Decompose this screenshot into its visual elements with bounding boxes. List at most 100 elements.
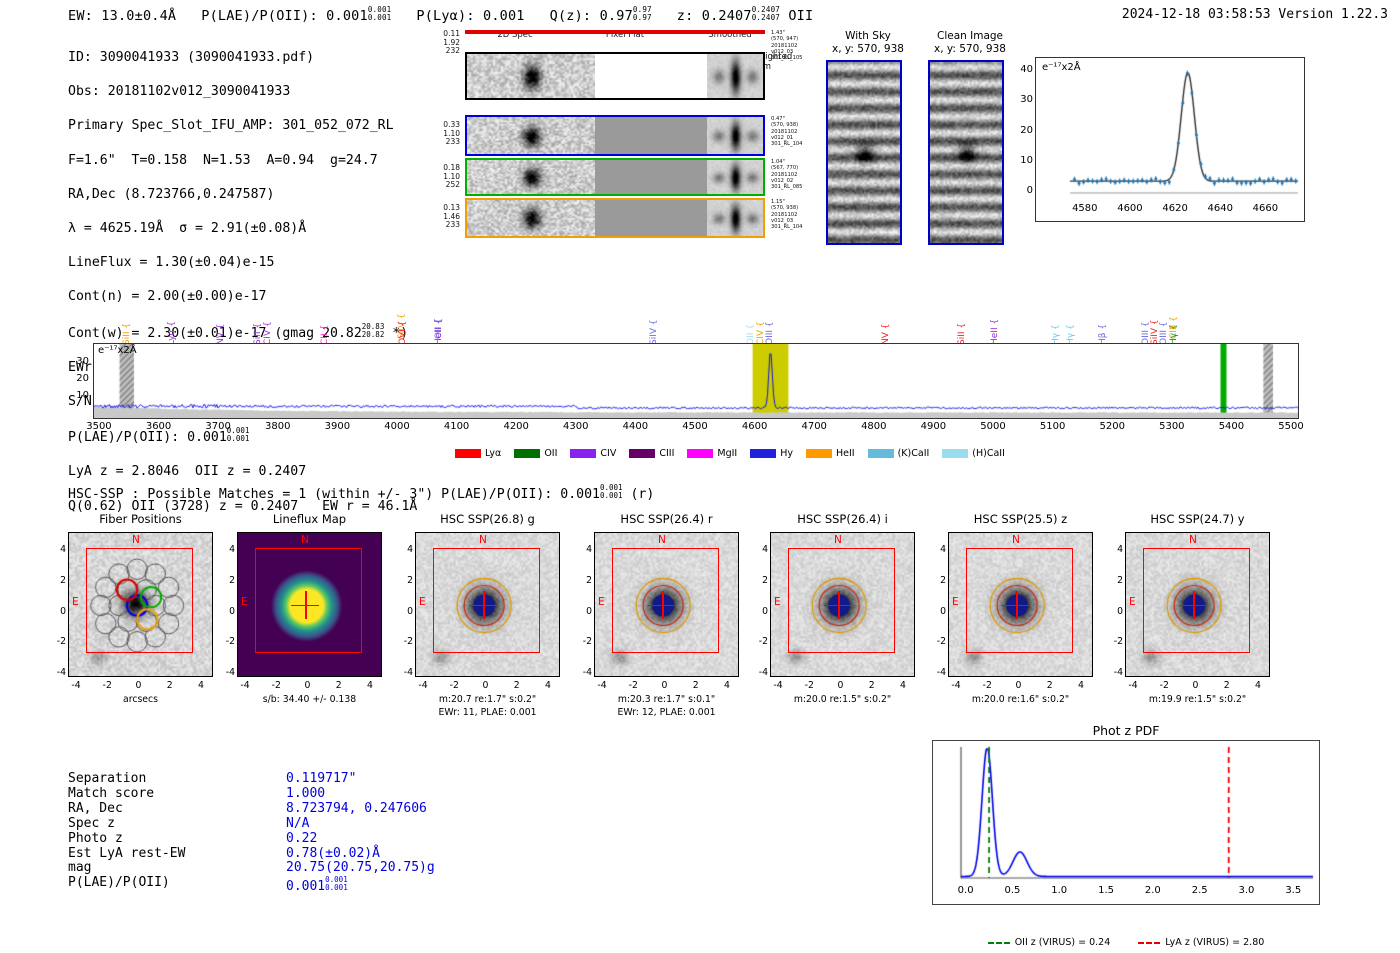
cutout-xtick: 0 [135, 680, 142, 691]
photz-xtick: 2.5 [1191, 885, 1208, 896]
zoom-ylabel: e⁻¹⁷x2Å [1042, 62, 1081, 73]
spec2d-row-meta: 1.43" (570, 947) 20181102 v012_03 301_RL_105 [771, 30, 803, 62]
info-cont-w: Cont(w) = 2.30(±0.01)e-17 (gmag 20.82 20.… [68, 321, 409, 341]
spec2d-col-title: Smoothed [708, 30, 752, 40]
field-of-view-box [612, 548, 719, 653]
legend-color-chip [629, 449, 656, 458]
photz-legend-label: OII z (VIRUS) = 0.24 [1014, 937, 1111, 948]
cutout-xtick: -4 [418, 680, 428, 691]
cutout-xtick: 2 [692, 680, 699, 691]
spectrum-xtick: 3700 [205, 421, 231, 432]
info-line: ID: 3090041933 (3090041933.pdf) [68, 50, 315, 66]
match-row-key: Separation [68, 771, 147, 786]
detection-info-block: ID: 3090041933 (3090041933.pdf) Obs: 201… [68, 32, 417, 532]
zoom-ytick: 0 [1026, 184, 1033, 196]
match-row-key: Spec z [68, 815, 115, 831]
info-line: Primary Spec_Slot_IFU_AMP: 301_052_072_R… [68, 118, 394, 134]
cutout-xtick: 4 [367, 680, 373, 691]
spectrum-xtick: 4600 [741, 421, 768, 432]
zoom-ytick: 20 [1020, 124, 1033, 136]
emission-line-label: SiIV { [649, 319, 660, 345]
crosshair [1016, 590, 1018, 619]
cutout-ytick: -4 [936, 667, 946, 678]
cutout-xtick: 0 [304, 680, 311, 691]
cutout-xtick: -2 [804, 680, 814, 691]
legend-label: (H)CaII [972, 448, 1005, 459]
cutout-ytick: 2 [586, 574, 592, 586]
header-qz-range: 0.97 0.97 [632, 5, 652, 22]
spec2d-row-meta: 0.47" (570, 938) 20181102 v012_01 301_RL_104 [771, 116, 803, 148]
spectrum-xtick: 5100 [1039, 421, 1066, 432]
spectrum-xtick: 4800 [861, 421, 887, 432]
emission-line-label: Hγ { [1051, 324, 1062, 345]
emission-line-label: SiII { [957, 322, 968, 345]
cutout-xtick: 0 [1015, 680, 1022, 691]
cutout-xtick: 4 [545, 680, 551, 691]
compass-north: N [1189, 534, 1197, 546]
two-d-spectra-panel: 2D Spec Pixel Flat Smoothed WeightedSum … [420, 29, 803, 260]
photz-legend-dash [987, 941, 1010, 944]
compass-north: N [132, 534, 140, 546]
compass-north: N [301, 534, 309, 546]
cutout-title: HSC SSP(25.5) z [973, 512, 1068, 526]
cutout-ytick: 0 [1117, 605, 1123, 617]
cutout-ytick: -4 [582, 667, 592, 678]
spectrum-xtick: 4000 [384, 421, 410, 432]
legend-color-chip [750, 449, 777, 458]
legend-color-chip [455, 449, 481, 458]
compass-east: E [1129, 596, 1136, 608]
cutout-caption: m:19.9 re:1.5" s:0.2" [1148, 694, 1247, 705]
cutout-ytick: 4 [229, 544, 235, 555]
header-plae-label: P(LAE)/P(OII): 0.001 [201, 8, 368, 24]
emission-line-label: OVI { [398, 320, 409, 345]
emission-line-label: Hγ { [1066, 324, 1077, 345]
info-line: F=1.6" T=0.158 N=1.53 A=0.94 g=24.7 [68, 152, 378, 168]
compass-east: E [72, 596, 79, 608]
info-line: LineFlux = 1.30(±0.04)e-15 [68, 255, 275, 271]
cutout-caption-2: EWr: 11, PLAE: 0.001 [438, 707, 537, 718]
cutout-xtick: 2 [513, 680, 520, 691]
crosshair [838, 590, 840, 619]
legend-label: Hy [780, 448, 793, 459]
emission-line-label: Hγ { [1168, 324, 1179, 345]
cutout-xtick: -4 [597, 680, 607, 691]
cutout-xtick: 2 [166, 680, 173, 691]
cutout-ytick: 4 [762, 544, 768, 555]
cutout-xtick: -2 [982, 680, 992, 691]
spec2d-row-stats: 0.11 1.92 232 [443, 29, 460, 56]
photz-xtick: 3.0 [1238, 885, 1255, 896]
photz-xtick: 1.0 [1051, 885, 1068, 896]
cutout-ytick: -2 [758, 636, 768, 648]
spectrum-ytick: 30 [76, 356, 89, 368]
header-z-type: OII [788, 8, 814, 24]
cutout-ytick: -4 [758, 667, 768, 678]
match-row-value: 0.78(±0.02)Å [286, 845, 380, 861]
cutout-xtick: -2 [449, 680, 459, 691]
legend-color-chip [687, 449, 714, 458]
cutout-title: HSC SSP(24.7) y [1150, 512, 1245, 526]
legend-color-chip [514, 449, 541, 458]
emission-line-label: OIII { [765, 321, 776, 345]
spectrum-xtick: 5200 [1099, 421, 1125, 432]
cutout-caption: m:20.0 re:1.6" s:0.2" [971, 694, 1070, 705]
compass-east: E [419, 596, 426, 608]
spectrum-xtick: 4500 [682, 421, 708, 432]
cutout-caption: s/b: 34.40 +/- 0.138 [262, 694, 357, 705]
header-z: z: 0.2407 [676, 8, 752, 24]
header-ew: EW: 13.0±0.4Å [68, 8, 177, 24]
spectrum-xtick: 5400 [1218, 421, 1245, 432]
cutout-ytick: 2 [1117, 574, 1123, 586]
cutout-ytick: 0 [229, 605, 235, 617]
header-qz: Q(z): 0.97 [549, 8, 633, 24]
spectrum-xtick: 4700 [801, 421, 827, 432]
cutout-ytick: 2 [940, 574, 946, 586]
zoom-xtick: 4660 [1252, 203, 1279, 214]
field-of-view-box [86, 548, 193, 653]
cutout-ytick: -2 [56, 636, 66, 648]
legend-color-chip [942, 449, 969, 458]
match-row-value: 0.001 0.001 0.001 [286, 875, 348, 895]
summary-header: EW: 13.0±0.4Å P(LAE)/P(OII): 0.001 0.001 0… [68, 5, 814, 25]
photz-xtick: 0.5 [1004, 885, 1021, 896]
photz-xtick: 2.0 [1144, 885, 1161, 896]
spectrum-legend: Lyα OII CIV CIII MgII Hy HeII (K)CaII (H)CaII [455, 443, 1018, 462]
